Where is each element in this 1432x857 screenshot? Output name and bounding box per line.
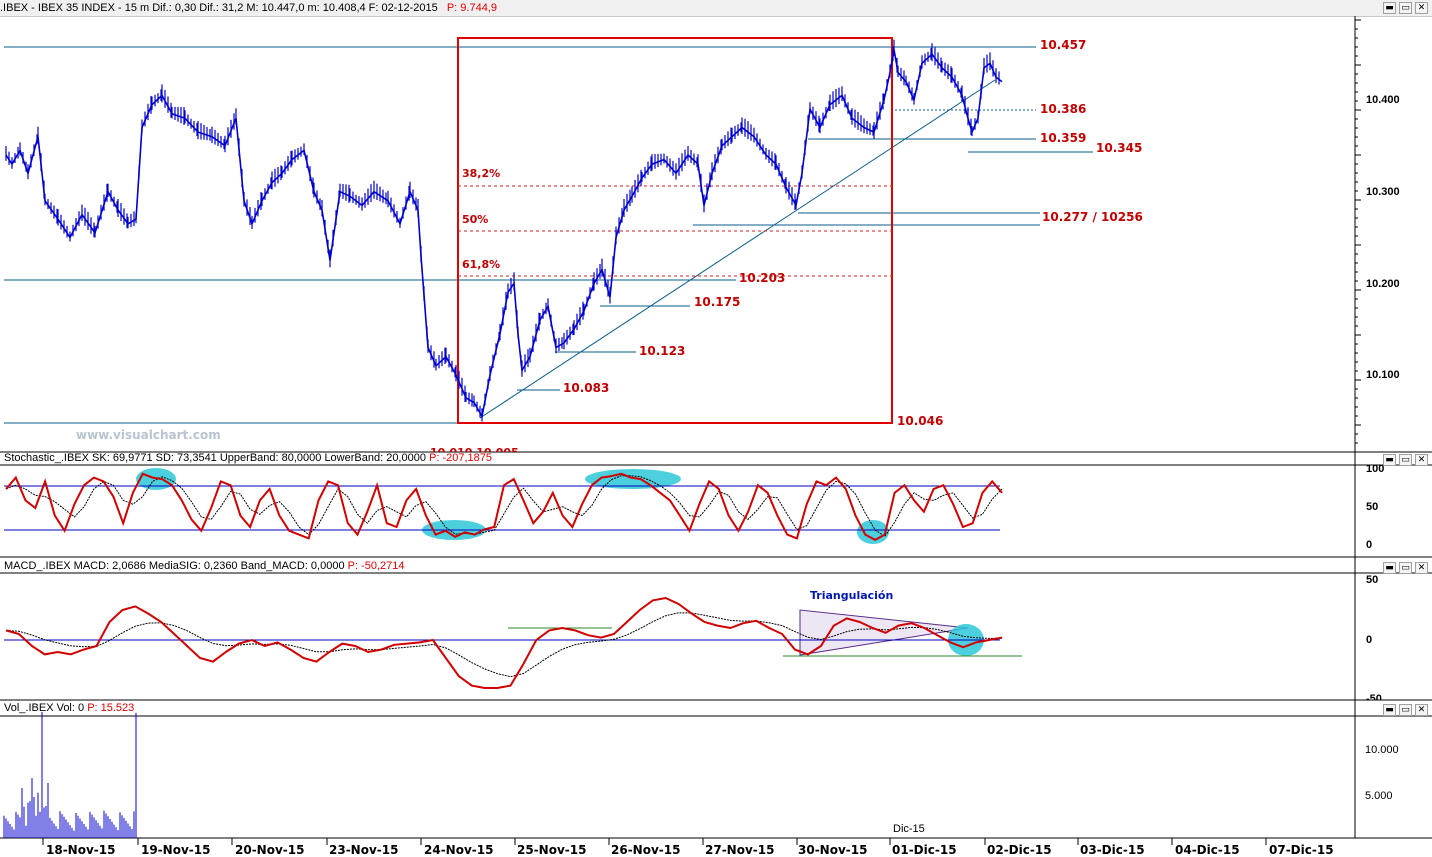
volume-panel-buttons: ▬ ▭ ✕: [1383, 704, 1428, 716]
level-label-10277: 10.277 / 10256: [1042, 210, 1143, 224]
title-bar: .IBEX - IBEX 35 INDEX - 15 m Dif.: 0,30 …: [0, 0, 1432, 17]
x-tick-label: 01-Dic-15: [892, 843, 957, 857]
x-axis-ticks: [42, 838, 1267, 845]
price-tick-10400: 10.400: [1366, 94, 1400, 106]
macd-signal-line: [5, 612, 1003, 678]
minimize-icon[interactable]: ▬: [1383, 2, 1396, 14]
stochastic-sk-line: [5, 472, 1003, 542]
stochastic-sd-line: [5, 475, 1003, 538]
close-icon[interactable]: ✕: [1415, 562, 1428, 574]
trendline: [479, 79, 996, 419]
minimize-icon[interactable]: ▬: [1383, 562, 1396, 574]
volume-price: P: 15.523: [87, 702, 135, 714]
stoch-highlight-4: [857, 520, 889, 544]
level-label-10359: 10.359: [1040, 131, 1087, 145]
x-tick-label: 20-Nov-15: [235, 843, 305, 857]
price-tick-10100: 10.100: [1366, 369, 1400, 381]
restore-icon[interactable]: ▭: [1399, 562, 1412, 574]
macd-values: MACD_.IBEX MACD: 2,0686 MediaSIG: 0,2360…: [4, 560, 345, 572]
macd-price: P: -50,2714: [347, 560, 405, 572]
fibonacci-box: [457, 37, 893, 424]
volume-tick-5000: 5.000: [1365, 790, 1393, 802]
x-tick-label: 25-Nov-15: [517, 843, 587, 857]
macd-line: [5, 596, 1003, 689]
stochastic-price: P: -207,1875: [429, 452, 493, 464]
month-label: Dic-15: [893, 823, 925, 835]
x-tick-label: 07-Dic-15: [1269, 843, 1334, 857]
y-axis-ticks: [1355, 19, 1361, 444]
volume-label: Vol_.IBEX Vol: 0 P: 15.523: [4, 702, 134, 714]
price-tick-10200: 10.200: [1366, 278, 1400, 290]
level-label-10203: 10.203: [739, 271, 786, 285]
x-tick-label: 19-Nov-15: [141, 843, 211, 857]
stochastic-panel-buttons: ▬ ▭ ✕: [1383, 454, 1428, 466]
close-icon[interactable]: ✕: [1415, 2, 1428, 14]
triangulation-label: Triangulación: [810, 589, 894, 602]
macd-tick-50: 50: [1366, 574, 1379, 586]
clipped-level-label: 10.010 10.005: [430, 446, 519, 452]
window-buttons: ▬ ▭ ✕: [1383, 0, 1428, 16]
macd-label: MACD_.IBEX MACD: 2,0686 MediaSIG: 0,2360…: [4, 560, 405, 572]
close-icon[interactable]: ✕: [1415, 704, 1428, 716]
close-icon[interactable]: ✕: [1415, 454, 1428, 466]
macd-tick-0: 0: [1366, 634, 1373, 646]
price-series-line: [5, 49, 1003, 419]
header-text: .IBEX - IBEX 35 INDEX - 15 m Dif.: 0,30 …: [0, 2, 438, 14]
stochastic-tick-0: 0: [1366, 539, 1373, 551]
level-label-10083: 10.083: [563, 381, 610, 395]
level-label-10345: 10.345: [1096, 141, 1143, 155]
restore-icon[interactable]: ▭: [1399, 2, 1412, 14]
volume-bars: [3, 712, 137, 838]
level-label-10175: 10.175: [694, 295, 741, 309]
x-tick-label: 02-Dic-15: [987, 843, 1052, 857]
macd-panel-buttons: ▬ ▭ ✕: [1383, 562, 1428, 574]
volume-tick-10000: 10.000: [1365, 744, 1399, 756]
stochastic-values: Stochastic_.IBEX SK: 69,9771 SD: 73,3541…: [4, 452, 426, 464]
restore-icon[interactable]: ▭: [1399, 454, 1412, 466]
level-label-10123: 10.123: [639, 344, 686, 358]
level-label-10046: 10.046: [897, 414, 944, 428]
minimize-icon[interactable]: ▬: [1383, 454, 1396, 466]
watermark: www.visualchart.com: [76, 428, 221, 442]
volume-values: Vol_.IBEX Vol: 0: [4, 702, 85, 714]
header-price: P: 9.744,9: [446, 2, 497, 14]
price-tick-10300: 10.300: [1366, 186, 1400, 198]
fibo-label-61: 61,8%: [462, 258, 501, 271]
x-tick-label: 27-Nov-15: [705, 843, 775, 857]
level-label-10386: 10.386: [1040, 102, 1087, 116]
panel-separators: [0, 16, 1432, 839]
stochastic-tick-50: 50: [1366, 501, 1379, 513]
level-label-10457: 10.457: [1040, 38, 1087, 52]
restore-icon[interactable]: ▭: [1399, 704, 1412, 716]
price-wicks: [5, 39, 1000, 422]
minimize-icon[interactable]: ▬: [1383, 704, 1396, 716]
stochastic-tick-100: 100: [1366, 463, 1385, 475]
x-tick-label: 23-Nov-15: [329, 843, 399, 857]
fibo-label-50: 50%: [462, 213, 489, 226]
x-tick-label: 26-Nov-15: [611, 843, 681, 857]
fibo-label-38: 38,2%: [462, 167, 501, 180]
x-tick-label: 04-Dic-15: [1175, 843, 1240, 857]
x-tick-label: 18-Nov-15: [46, 843, 116, 857]
x-tick-label: 03-Dic-15: [1080, 843, 1145, 857]
macd-tick-minus50: -50: [1366, 693, 1382, 700]
x-tick-label: 24-Nov-15: [424, 843, 494, 857]
level-lines: [4, 46, 1093, 424]
stochastic-label: Stochastic_.IBEX SK: 69,9771 SD: 73,3541…: [4, 452, 492, 464]
x-tick-label: 30-Nov-15: [798, 843, 868, 857]
